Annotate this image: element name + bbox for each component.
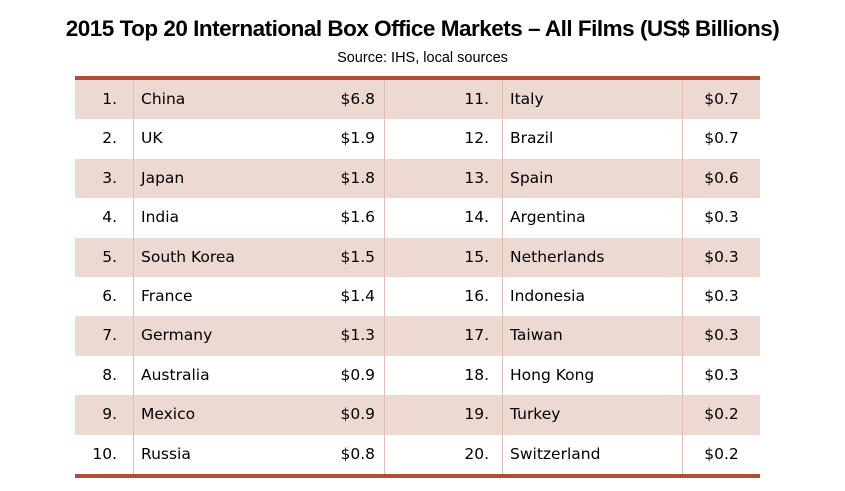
rank-cell: 1.	[102, 90, 117, 108]
country-cell: France	[133, 276, 308, 317]
value-cell: $0.9	[308, 395, 385, 435]
value-cell: $0.9	[308, 355, 385, 396]
rank-cell: 9.	[102, 405, 117, 424]
rank-cell: 20.	[385, 434, 503, 474]
table-row: 4. India $1.6 14. Argentina $0.3	[75, 198, 760, 238]
value-cell: $1.6	[308, 198, 385, 238]
value-cell: $0.3	[704, 247, 739, 266]
country-cell: Netherlands	[503, 237, 683, 277]
country-cell: Japan	[133, 158, 308, 199]
value-cell: $1.3	[308, 316, 385, 356]
value-cell: $0.7	[704, 129, 739, 148]
value-cell: $1.9	[308, 119, 385, 159]
rank-cell: 12.	[385, 119, 503, 159]
country-cell: India	[133, 198, 308, 238]
rank-cell: 14.	[385, 198, 503, 238]
value-cell: $0.8	[308, 434, 385, 474]
country-cell: Russia	[133, 434, 308, 474]
country-cell: Indonesia	[503, 276, 683, 317]
country-cell: China	[133, 80, 308, 120]
rank-cell: 16.	[385, 276, 503, 317]
value-cell: $0.3	[704, 326, 739, 345]
table-row: 1. China $6.8 11. Italy $0.7	[75, 80, 760, 120]
value-cell: $6.8	[308, 80, 385, 120]
country-cell: Turkey	[503, 395, 683, 435]
value-cell: $0.6	[704, 168, 739, 187]
value-cell: $0.3	[704, 286, 739, 305]
rank-cell: 3.	[102, 168, 117, 187]
value-cell: $0.3	[704, 208, 739, 227]
table-row: 7. Germany $1.3 17. Taiwan $0.3	[75, 316, 760, 356]
table-row: 10. Russia $0.8 20. Switzerland $0.2	[75, 434, 760, 474]
rank-cell: 17.	[385, 316, 503, 356]
rank-cell: 2.	[102, 129, 117, 148]
country-cell: Germany	[133, 316, 308, 356]
value-cell: $0.2	[704, 405, 739, 424]
rank-cell: 11.	[385, 80, 503, 120]
rank-cell: 7.	[102, 326, 117, 345]
value-cell: $1.5	[308, 237, 385, 277]
rank-cell: 18.	[385, 355, 503, 396]
value-cell: $0.7	[704, 90, 739, 108]
rank-cell: 4.	[102, 208, 117, 227]
country-cell: Switzerland	[503, 434, 683, 474]
table-row: 5. South Korea $1.5 15. Netherlands $0.3	[75, 237, 760, 277]
country-cell: Brazil	[503, 119, 683, 159]
source-note: Source: IHS, local sources	[337, 50, 508, 66]
country-cell: Argentina	[503, 198, 683, 238]
table-row: 2. UK $1.9 12. Brazil $0.7	[75, 119, 760, 159]
rank-cell: 5.	[102, 247, 117, 266]
value-cell: $1.8	[308, 158, 385, 199]
country-cell: Mexico	[133, 395, 308, 435]
country-cell: Taiwan	[503, 316, 683, 356]
value-cell: $0.3	[704, 365, 739, 384]
country-cell: Spain	[503, 158, 683, 199]
page-title: 2015 Top 20 International Box Office Mar…	[65, 16, 780, 41]
country-cell: UK	[133, 119, 308, 159]
rank-cell: 15.	[385, 237, 503, 277]
table-row: 8. Australia $0.9 18. Hong Kong $0.3	[75, 355, 760, 396]
country-cell: Hong Kong	[503, 355, 683, 396]
table-row: 9. Mexico $0.9 19. Turkey $0.2	[75, 395, 760, 435]
country-cell: Italy	[503, 80, 683, 120]
rank-cell: 13.	[385, 158, 503, 199]
value-cell: $0.2	[704, 444, 739, 463]
country-cell: South Korea	[133, 237, 308, 277]
value-cell: $1.4	[308, 276, 385, 317]
rank-cell: 8.	[102, 365, 117, 384]
table-row: 6. France $1.4 16. Indonesia $0.3	[75, 276, 760, 317]
rank-cell: 19.	[385, 395, 503, 435]
table-row: 3. Japan $1.8 13. Spain $0.6	[75, 158, 760, 199]
box-office-table: 1. China $6.8 11. Italy $0.7 2. UK $1.9 12. Brazil…	[75, 76, 760, 478]
rank-cell: 6.	[102, 286, 117, 305]
rank-cell: 10.	[92, 444, 117, 463]
country-cell: Australia	[133, 355, 308, 396]
